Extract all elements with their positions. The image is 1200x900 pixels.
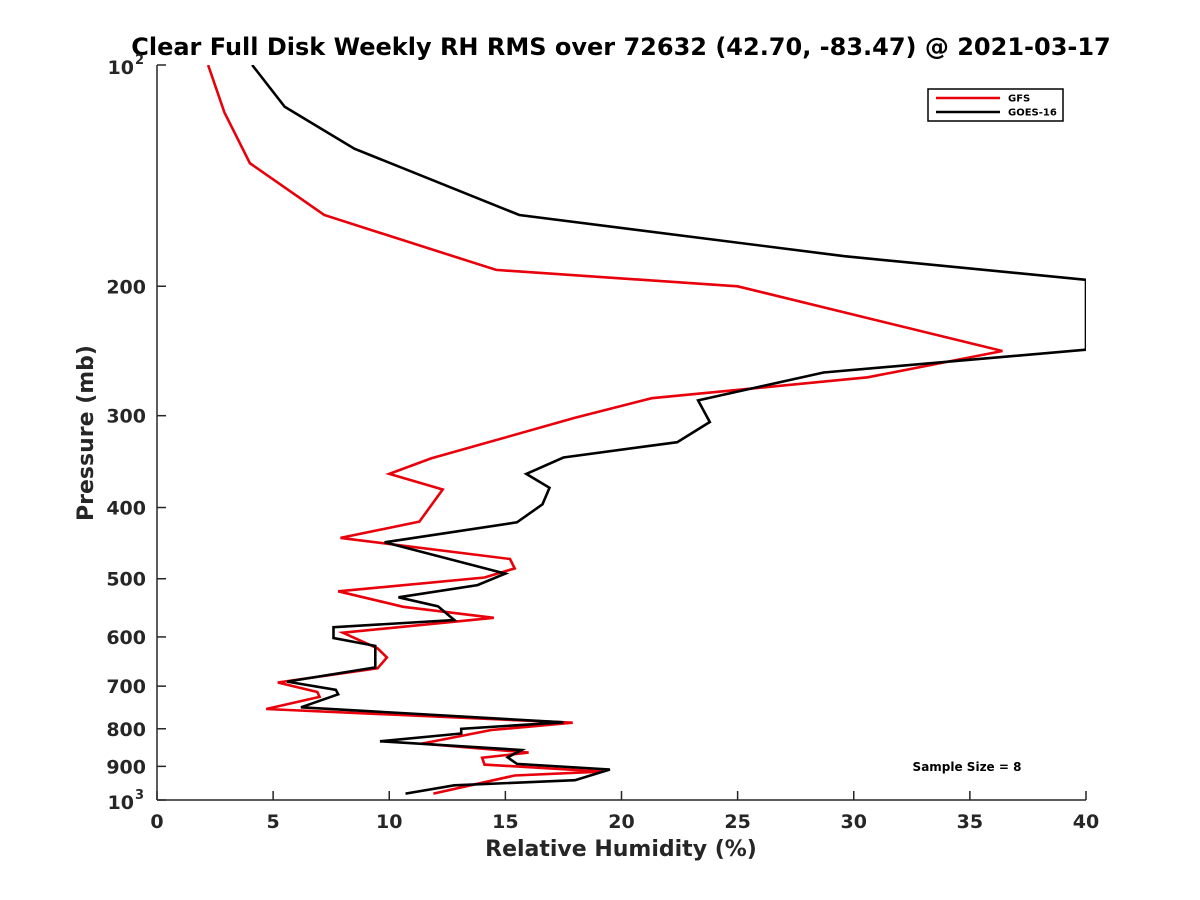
x-tick-label: 0 bbox=[150, 811, 163, 833]
legend-label-gfs: GFS bbox=[1008, 94, 1030, 105]
series-line-gfs bbox=[206, 65, 1003, 795]
x-axis-label: Relative Humidity (%) bbox=[485, 837, 757, 862]
legend: GFS GOES-16 bbox=[927, 88, 1064, 122]
x-tick-label: 40 bbox=[1073, 811, 1099, 833]
x-tick-label: 35 bbox=[957, 811, 983, 833]
legend-label-goes-16: GOES-16 bbox=[1008, 108, 1057, 119]
x-tick-label: 10 bbox=[376, 811, 402, 833]
y-tick-label: 400 bbox=[106, 498, 146, 520]
legend-box bbox=[927, 88, 1064, 122]
y-tick-label: 300 bbox=[106, 406, 146, 428]
x-tick-label: 25 bbox=[724, 811, 750, 833]
y-tick-label-base: 10 bbox=[108, 792, 134, 814]
y-tick-label: 200 bbox=[106, 276, 146, 298]
y-tick-label-exponent: 2 bbox=[135, 53, 144, 68]
y-tick-label-power: 10 2 bbox=[108, 53, 145, 79]
y-tick-label: 900 bbox=[106, 756, 146, 778]
sample-size-annotation: Sample Size = 8 bbox=[913, 760, 1022, 774]
y-tick-label: 500 bbox=[106, 569, 146, 591]
x-tick-label: 20 bbox=[608, 811, 634, 833]
y-tick-label-base: 10 bbox=[108, 57, 134, 79]
y-tick-label: 700 bbox=[106, 676, 146, 698]
series-line-goes-16 bbox=[251, 65, 1086, 795]
y-tick-label-exponent: 3 bbox=[135, 788, 144, 803]
series-layer bbox=[206, 65, 1086, 795]
x-tick-label: 30 bbox=[841, 811, 867, 833]
y-tick-label-power: 10 3 bbox=[108, 788, 145, 814]
chart-title: Clear Full Disk Weekly RH RMS over 72632… bbox=[131, 33, 1111, 61]
x-tick-label: 5 bbox=[267, 811, 280, 833]
y-tick-label: 600 bbox=[106, 627, 146, 649]
y-tick-label: 800 bbox=[106, 719, 146, 741]
x-tick-label: 15 bbox=[492, 811, 518, 833]
y-axis-label: Pressure (mb) bbox=[74, 345, 99, 521]
